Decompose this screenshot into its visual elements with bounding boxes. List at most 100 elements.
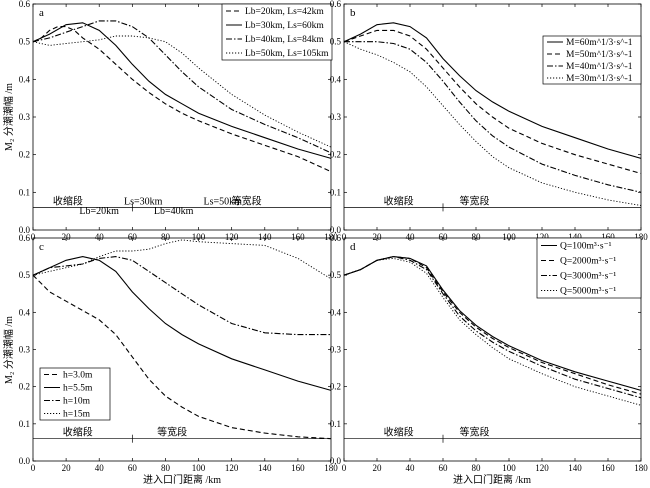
x-tick-label: 140 [258,463,272,473]
x-tick-label: 20 [373,232,383,242]
legend: Q=100m³·s⁻¹ Q=2000m³·s⁻¹ Q=3000m³·s⁻¹ Q=500… [536,237,642,299]
y-tick-label: 0.1 [19,419,30,429]
series-line [32,256,331,336]
legend: h=3.0m h=5.5m h=10m h=15m [39,367,111,421]
annotation-label: 等宽段 [460,426,490,439]
annotation-label: Ls=30km [124,196,163,207]
x-tick-label: 180 [324,463,338,473]
y-tick-label: 0.2 [330,150,341,160]
y-tick-label: 0.5 [330,270,342,280]
x-tick-label: 180 [634,463,648,473]
annotation-label: 等宽段 [460,194,490,207]
legend-label: M=40m^1/3·s^-1 [566,62,633,72]
x-tick-label: 160 [601,232,615,242]
y-tick-label: 0.4 [19,307,31,317]
x-tick-label: 140 [568,232,582,242]
y-tick-label: 0.6 [330,233,342,243]
y-tick-label: 0.1 [330,187,341,197]
annotation-label: Lb=40km [154,206,194,217]
annotation-label: 收缩段 [384,194,414,207]
x-tick-label: 100 [502,463,516,473]
x-tick-label: 180 [324,232,338,242]
x-tick-label: 0 [31,463,36,473]
series-line [32,26,332,173]
y-tick-label: 0.2 [330,382,341,392]
annotation-label: 等宽段 [232,194,262,207]
legend: Lb=20km, Ls=42km Lb=30km, Ls=60km Lb=40km,… [221,3,333,61]
legend-label: Q=3000m³·s⁻¹ [560,272,616,282]
x-tick-label: 120 [225,232,239,242]
series-line [32,256,332,391]
annotation-label: 收缩段 [53,194,83,207]
y-tick-label: 0.2 [19,382,30,392]
x-tick-label: 160 [601,463,615,473]
annotation-label: 收缩段 [384,426,414,439]
panel-letter: b [350,7,356,19]
series-line [343,256,642,395]
x-axis-label: 进入口门距离 /km [453,473,531,486]
series-line [343,29,642,175]
legend-label: Lb=50km, Ls=105km [245,49,329,59]
x-tick-label: 80 [472,232,482,242]
legend-box [39,367,111,421]
y-tick-label: 0.4 [330,307,342,317]
legend-label: M=30m^1/3·s^-1 [566,74,633,84]
legend-label: h=5.5m [63,384,93,394]
y-tick-label: 0.3 [19,345,31,355]
x-axis-label: 进入口门距离 /km [143,473,221,486]
panel-letter: a [39,7,44,19]
y-tick-label: 0.0 [19,225,31,235]
x-tick-label: 160 [291,232,305,242]
x-tick-label: 20 [373,463,383,473]
x-tick-label: 60 [128,463,138,473]
y-tick-label: 0.0 [330,456,342,466]
y-tick-label: 0.5 [19,270,31,280]
y-tick-label: 0.3 [330,345,342,355]
legend-label: M=60m^1/3·s^-1 [566,38,633,48]
x-tick-label: 100 [192,463,206,473]
x-tick-label: 180 [634,232,648,242]
y-tick-label: 0.0 [330,225,342,235]
x-tick-label: 80 [161,232,171,242]
x-tick-label: 0 [31,232,36,242]
x-tick-label: 160 [291,463,305,473]
x-tick-label: 60 [128,232,138,242]
x-tick-label: 40 [95,463,105,473]
series-line [32,22,332,159]
y-tick-label: 0.0 [19,456,31,466]
y-tick-label: 0.4 [19,74,31,84]
annotation-label: 收缩段 [63,426,93,439]
legend-label: Q=5000m³·s⁻¹ [560,287,616,297]
x-tick-label: 120 [535,463,549,473]
x-tick-label: 0 [342,463,347,473]
panel-c: 0 20 40 60 80 100 120 140 160 1800.00.10.20.30.40… [19,233,339,473]
y-axis-label: M₂ 分潮潮幅 /m [2,316,15,384]
annotation-label: 等宽段 [157,426,187,439]
legend-box [536,237,642,299]
legend: M=60m^1/3·s^-1 M=50m^1/3·s^-1 M=40m^1/3·s^… [542,35,642,85]
y-tick-label: 0.4 [330,74,342,84]
x-tick-label: 140 [258,232,272,242]
y-tick-label: 0.5 [19,37,31,47]
x-tick-label: 40 [95,232,105,242]
annotation-label: Lb=20km [79,206,119,217]
legend-box [221,3,333,61]
legend-label: Q=100m³·s⁻¹ [560,242,612,252]
series-line [32,239,332,280]
y-tick-label: 0.1 [19,187,30,197]
panel-letter: d [350,241,356,253]
legend-label: h=3.0m [63,371,93,381]
x-tick-label: 120 [535,232,549,242]
series-line [32,35,332,148]
y-tick-label: 0.6 [330,0,342,9]
x-tick-label: 80 [161,463,171,473]
y-tick-label: 0.3 [330,112,342,122]
x-tick-label: 80 [472,463,482,473]
y-axis-label: M₂ 分潮潮幅 /m [2,83,15,151]
annotation-label: Ls=50km [204,196,243,207]
x-tick-label: 100 [502,232,516,242]
y-tick-label: 0.1 [330,419,341,429]
x-tick-label: 20 [62,463,72,473]
series-line [343,256,642,399]
